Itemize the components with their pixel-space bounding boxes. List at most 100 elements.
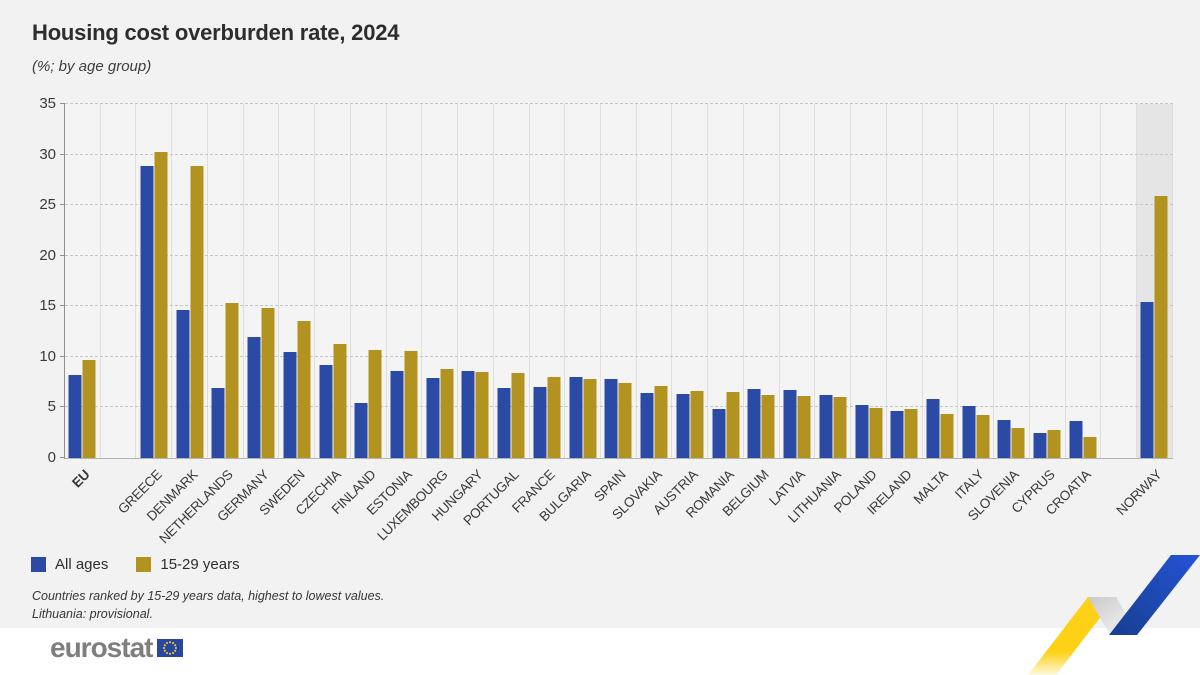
footnote-lithuania: Lithuania: provisional. [32, 606, 153, 621]
y-axis-label-35: 35 [39, 95, 56, 112]
bar-group-greece [140, 151, 168, 458]
bar-15-29-sweden [297, 321, 311, 458]
bar-all-ages-italy [962, 406, 976, 458]
bar-group-bulgaria [569, 377, 597, 458]
bar-15-29-croatia [1083, 436, 1097, 458]
column-norway: NORWAY [1114, 104, 1173, 518]
bar-all-ages-finland [354, 403, 368, 458]
spacer-column [1101, 104, 1138, 458]
bar-group-portugal [497, 373, 525, 458]
eurostat-logo-text: eurostat [50, 632, 153, 663]
bar-all-ages-portugal [497, 388, 511, 458]
bar-group-slovenia [997, 419, 1025, 458]
bar-15-29-eu [82, 359, 96, 458]
legend-swatch-15-29 [136, 557, 152, 572]
bar-all-ages-croatia [1069, 420, 1083, 458]
column-croatia: CROATIA [1043, 104, 1102, 518]
column-denmark: DENMARK [143, 104, 208, 524]
bar-group-norway [1140, 196, 1168, 458]
bar-15-29-austria [690, 391, 704, 458]
bar-15-29-estonia [404, 350, 418, 458]
bar-all-ages-latvia [783, 390, 797, 458]
legend: All ages 15-29 years [31, 556, 240, 573]
y-axis-label-0: 0 [47, 449, 56, 466]
column-slovakia: SLOVAKIA [609, 104, 673, 522]
legend-label-15-29: 15-29 years [160, 556, 240, 573]
bar-15-29-slovakia [654, 386, 668, 458]
bar-15-29-lithuania [833, 397, 847, 458]
bar-group-luxembourg [426, 369, 454, 458]
bar-group-germany [247, 308, 275, 458]
bar-15-29-norway [1154, 196, 1168, 458]
column-netherlands: NETHERLANDS [157, 104, 244, 546]
column-romania: ROMANIA [683, 104, 744, 521]
bar-group-latvia [783, 390, 811, 458]
axis-tick-y-30 [60, 153, 65, 155]
axis-tick-y-5 [60, 406, 65, 408]
bar-all-ages-lithuania [819, 395, 833, 458]
bar-all-ages-luxembourg [426, 378, 440, 458]
bar-15-29-bulgaria [583, 379, 597, 458]
bar-group-ireland [890, 409, 918, 458]
bar-all-ages-belgium [747, 389, 761, 458]
bar-all-ages-czechia [319, 364, 332, 458]
column-france: FRANCE [509, 104, 566, 516]
eurostat-ribbon-graphic [1028, 555, 1200, 675]
column-italy: ITALY [952, 104, 995, 502]
footnotes: Countries ranked by 15-29 years data, hi… [32, 588, 384, 623]
column-luxembourg: LUXEMBOURG [374, 104, 459, 543]
bar-group-lithuania [819, 395, 847, 458]
bar-15-29-czechia [333, 343, 346, 458]
gridline-y-20 [65, 254, 1173, 256]
bar-all-ages-eu [68, 375, 82, 458]
y-axis-label-30: 30 [39, 145, 56, 163]
bar-all-ages-malta [926, 399, 940, 458]
gridline-y-30 [65, 153, 1173, 155]
column-portugal: PORTUGAL [461, 104, 530, 528]
bar-all-ages-greece [140, 165, 154, 458]
bar-15-29-denmark [190, 165, 204, 458]
column-eu: EU [65, 104, 101, 490]
column-poland: POLAND [831, 104, 887, 516]
column-austria: AUSTRIA [650, 104, 709, 518]
column-cyprus: CYPRUS [1009, 104, 1066, 516]
legend-label-all-ages: All ages [55, 556, 109, 573]
column-latvia: LATVIA [766, 104, 816, 509]
bar-15-29-portugal [511, 373, 525, 458]
bar-all-ages-romania [712, 409, 726, 458]
axis-tick-y-0 [60, 457, 65, 458]
bar-15-29-france [547, 377, 561, 458]
bar-group-malta [926, 399, 954, 458]
y-axis-label-10: 10 [39, 347, 56, 365]
bar-group-finland [354, 349, 382, 458]
eurostat-logo: eurostat [50, 632, 184, 663]
gridline-y-10 [65, 355, 1173, 357]
column-ireland: IRELAND [864, 104, 923, 518]
plot-area: EU GREECE DENMARK NETHERLANDS GERMANY SWEDEN C… [60, 103, 1173, 546]
bar-15-29-netherlands [225, 303, 239, 458]
bar-all-ages-hungary [461, 371, 475, 458]
column-lithuania: LITHUANIA [785, 104, 852, 526]
bar-all-ages-bulgaria [569, 377, 583, 458]
bar-group-romania [712, 392, 740, 458]
column-estonia: ESTONIA [364, 104, 423, 518]
bar-all-ages-spain [604, 379, 618, 458]
bar-group-croatia [1069, 420, 1097, 458]
axis-tick-y-35 [60, 103, 65, 104]
axis-tick-y-25 [60, 204, 65, 206]
bar-group-slovakia [640, 386, 668, 458]
column-finland: FINLAND [329, 104, 387, 517]
bar-all-ages-slovakia [640, 393, 654, 458]
bar-columns: EU GREECE DENMARK NETHERLANDS GERMANY SWEDEN C… [65, 104, 1173, 546]
bar-group-czechia [319, 343, 346, 458]
column-spain: SPAIN [592, 104, 637, 504]
column-greece: GREECE [115, 104, 173, 517]
y-axis-label-25: 25 [39, 196, 56, 214]
axis-tick-y-10 [60, 355, 65, 357]
bar-all-ages-estonia [390, 371, 404, 458]
chart-title: Housing cost overburden rate, 2024 [32, 20, 400, 45]
eu-flag-icon [157, 639, 184, 657]
bar-group-hungary [461, 371, 489, 458]
y-axis-label-15: 15 [39, 297, 56, 315]
